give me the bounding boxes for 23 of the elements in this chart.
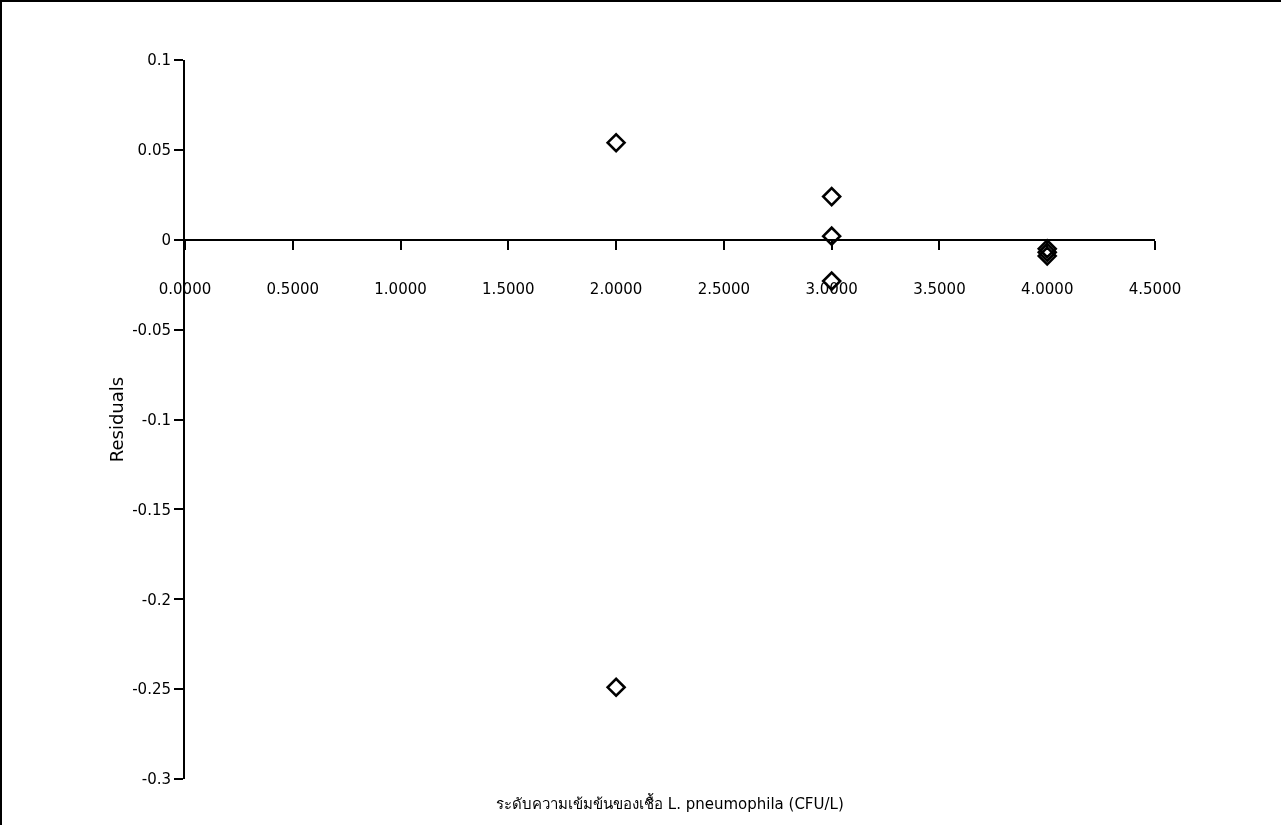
y-axis-title: Residuals (105, 376, 127, 463)
point (821, 186, 842, 207)
y-tick-label: -0.2 (141, 590, 171, 609)
x-tick-label: 1.5000 (482, 279, 535, 298)
point (821, 226, 842, 246)
point (606, 677, 626, 698)
x-tick-label: 2.0000 (589, 279, 643, 298)
x-tick-label: 4.0000 (1020, 279, 1074, 298)
y-tick-label: -0.05 (132, 320, 171, 339)
y-tick-label: -0.3 (141, 770, 171, 789)
x-tick-label: 0.5000 (266, 279, 320, 298)
x-tick-label: 2.5000 (697, 279, 751, 298)
y-tick-label: 0.05 (137, 141, 171, 160)
y-tick-label: -0.25 (132, 680, 171, 699)
x-axis-title: ระดับความเข้มข้นของเชื้อ L. pneumophila (CFU/L) (496, 793, 844, 813)
y-tick-label: 0 (161, 231, 171, 249)
y-tick-label: -0.15 (132, 500, 171, 519)
y-tick-label: -0.1 (141, 410, 171, 429)
x-tick-label: 1.0000 (374, 279, 427, 298)
x-tick-label: 4.5000 (1128, 279, 1182, 298)
y-tick-label: 0.1 (147, 51, 171, 70)
point (606, 132, 626, 153)
x-tick-label: 3.5000 (913, 279, 966, 298)
